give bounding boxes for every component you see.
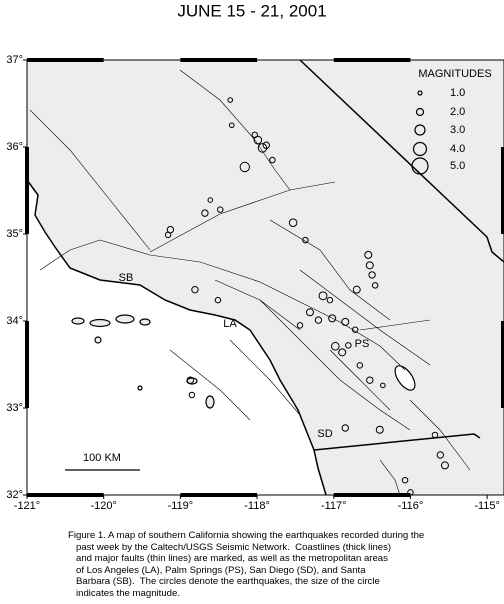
earthquake [262, 141, 270, 149]
y-tick-label: 32° [6, 489, 23, 501]
earthquake [269, 156, 276, 164]
caption-line: Figure 1. A map of southern California s… [68, 530, 425, 541]
earthquake [207, 197, 214, 203]
earthquake [345, 342, 352, 349]
earthquake [338, 348, 347, 357]
earthquake [228, 122, 235, 129]
caption-line: indicates the magnitude. [76, 587, 180, 599]
earthquake [431, 431, 439, 439]
earthquake [328, 314, 337, 323]
earthquake [351, 326, 359, 333]
earthquake [375, 425, 384, 434]
earthquake [401, 476, 409, 484]
legend-marker [412, 141, 428, 157]
y-tick-label: 33° [6, 402, 23, 414]
place-label: SD [317, 428, 332, 440]
legend-marker [417, 90, 423, 96]
earthquake [436, 451, 445, 459]
earthquake [440, 461, 449, 470]
earthquake [217, 206, 224, 213]
earthquake [239, 161, 250, 173]
earthquake [201, 209, 209, 217]
earthquake [186, 376, 195, 384]
earthquake [314, 316, 323, 324]
caption: Figure 1. A map of southern California s… [68, 530, 424, 599]
earthquake [253, 135, 263, 145]
earthquake [227, 97, 234, 103]
x-tick-label: -121° [14, 500, 40, 512]
earthquake [364, 250, 373, 259]
caption-line: past week by the Caltech/USGS Seismic Ne… [76, 541, 392, 553]
earthquake [191, 285, 199, 294]
scale-label: 100 KM [83, 452, 121, 464]
x-tick-label: -118° [244, 500, 270, 512]
x-tick-label: -115° [474, 500, 500, 512]
earthquake [305, 308, 314, 317]
earthquake [164, 231, 172, 239]
salton-sea [394, 365, 416, 391]
ocean [27, 180, 326, 495]
x-tick-label: -119° [168, 500, 194, 512]
place-label: LA [223, 318, 237, 330]
earthquake [407, 489, 414, 496]
y-tick-label: 35° [6, 228, 23, 240]
earthquake [365, 261, 374, 270]
y-tick-label: 34° [6, 315, 23, 327]
earthquake [371, 282, 379, 289]
earthquake [296, 322, 304, 329]
y-tick-label: 37° [6, 54, 23, 66]
y-tick-label: 36° [6, 141, 23, 153]
earthquake [257, 143, 268, 153]
legend-label: 3.0 [450, 124, 465, 136]
boundaries [299, 59, 504, 451]
x-tick-label: -120° [90, 500, 116, 512]
title: JUNE 15 - 21, 2001 [177, 1, 326, 20]
legend-label: 4.0 [450, 143, 465, 155]
x-tick-label: -116° [398, 500, 424, 512]
islands [71, 314, 215, 409]
caption-line: of Los Angeles (LA), Palm Springs (PS), … [76, 564, 366, 576]
place-label: PS [355, 338, 370, 350]
earthquake [318, 291, 328, 301]
legend-label: 5.0 [450, 160, 465, 172]
caption-line: and major faults (thin lines) are marked… [76, 553, 388, 564]
earthquake [341, 317, 350, 326]
frame [26, 59, 504, 496]
legend-marker [411, 157, 429, 175]
caption-line: Barbara (SB). The circles denote the ear… [76, 576, 380, 587]
earthquake [302, 236, 309, 244]
faults [29, 69, 471, 496]
legend-label: 1.0 [450, 87, 465, 99]
earthquake [368, 271, 376, 279]
earthquake [380, 382, 386, 389]
legend-marker [415, 107, 425, 117]
earthquake [356, 362, 364, 369]
earthquake [341, 424, 349, 432]
place-label: SB [119, 272, 134, 284]
earthquake [330, 341, 340, 351]
earthquake [366, 376, 374, 384]
legend-label: 2.0 [450, 106, 465, 118]
legend-marker [414, 124, 426, 136]
legend-title: MAGNITUDES [418, 68, 491, 80]
x-tick-label: -117° [321, 500, 347, 512]
scale-bar: 100 KM [65, 452, 140, 471]
earthquake [251, 131, 259, 139]
earthquake [352, 285, 361, 294]
earthquake [288, 218, 298, 227]
coastline [26, 179, 327, 496]
earthquake [326, 296, 334, 304]
earthquake [214, 296, 222, 304]
earthquake [188, 391, 196, 399]
